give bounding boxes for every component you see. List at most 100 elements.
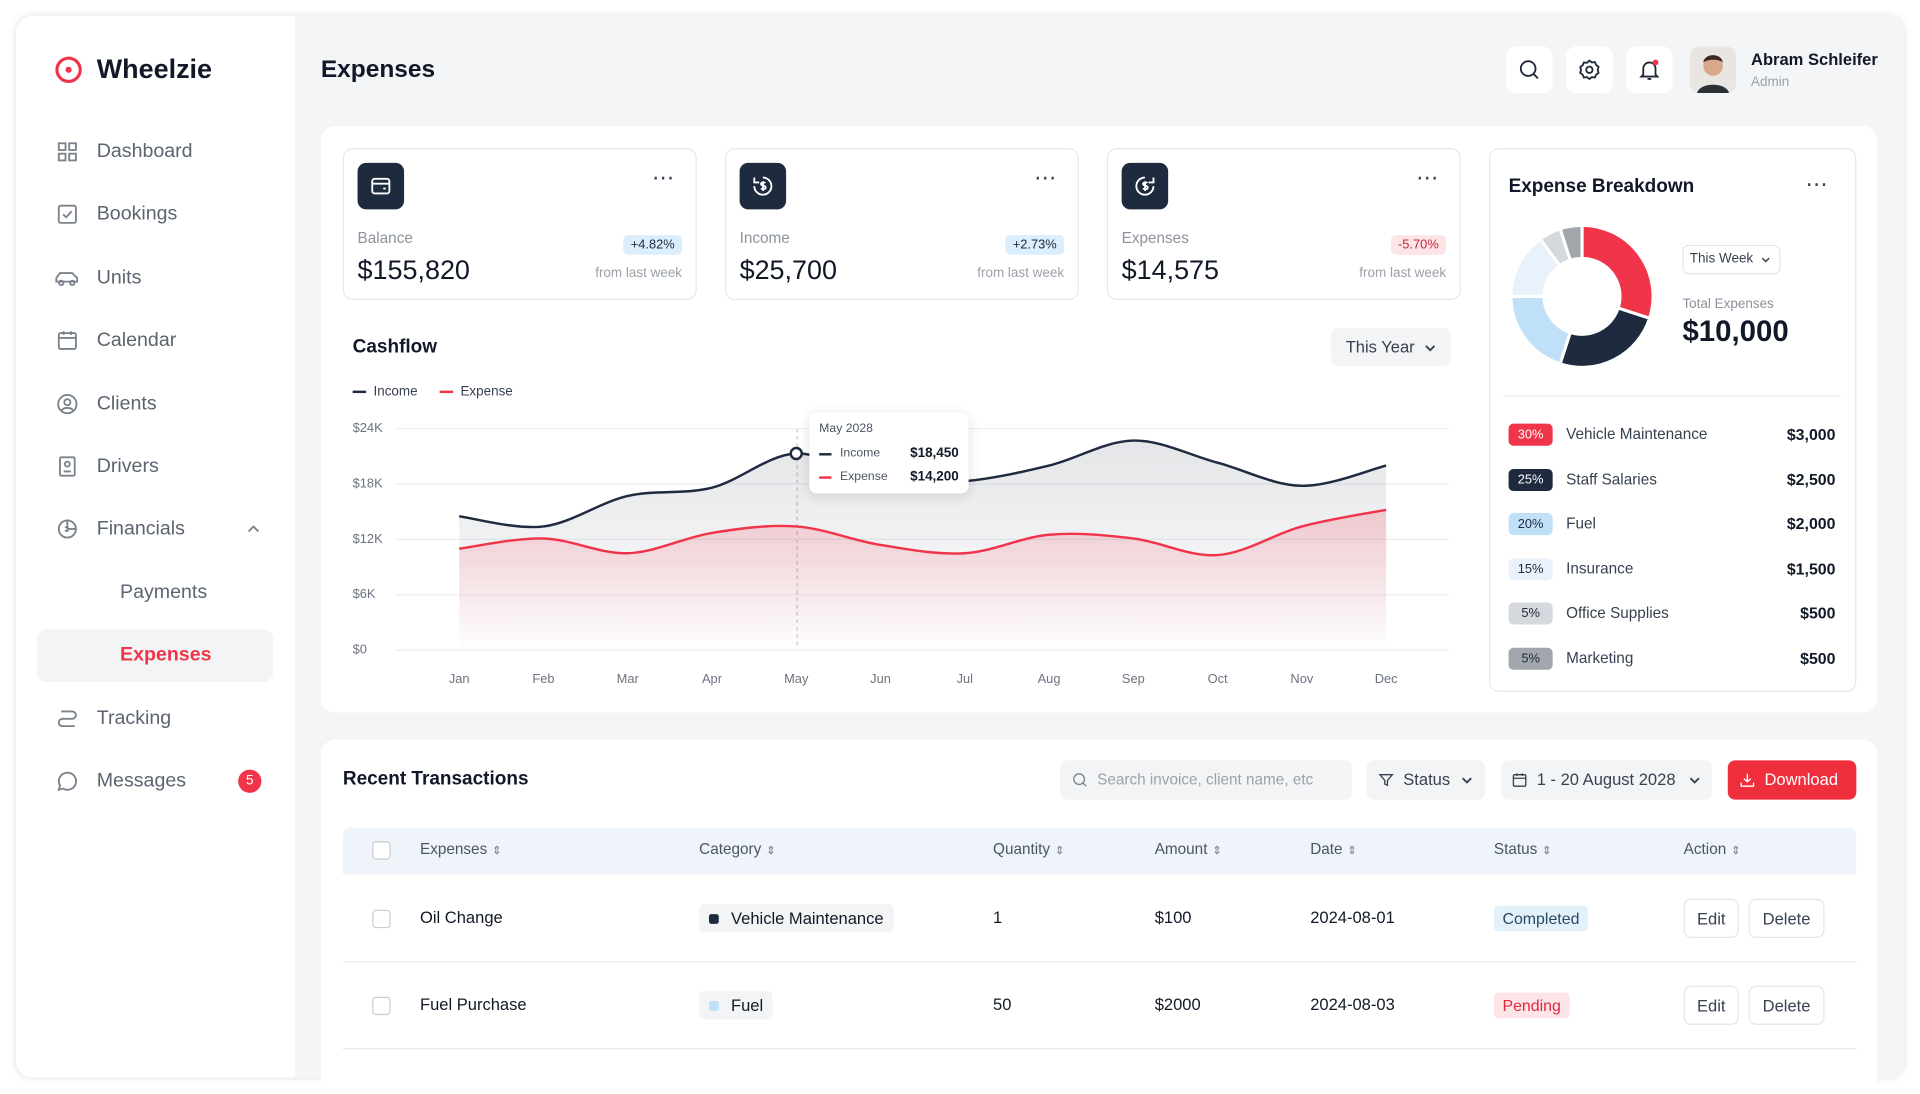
- nav-icon: [57, 710, 77, 728]
- stat-label: Income: [739, 229, 790, 247]
- breakdown-card: [1488, 148, 1857, 692]
- status-filter-label: Status: [1403, 770, 1451, 789]
- sort-icon: ⇕: [1054, 844, 1065, 857]
- stat-change: +4.82%: [623, 235, 683, 255]
- sort-icon: ⇕: [1212, 844, 1222, 857]
- stat-label: Balance: [357, 229, 413, 247]
- search-button[interactable]: [1506, 46, 1553, 94]
- settings-button[interactable]: [1566, 46, 1613, 94]
- nav-item[interactable]: Messages: [96, 770, 187, 792]
- breakdown-amount: $2,500: [1786, 469, 1836, 489]
- column-header[interactable]: Amount ⇕: [1154, 840, 1222, 858]
- avatar[interactable]: [1689, 46, 1737, 94]
- divider: [1503, 395, 1841, 397]
- delete-button[interactable]: Delete: [1748, 985, 1825, 1025]
- chevron: [1689, 777, 1700, 784]
- table-header: [342, 827, 1857, 875]
- more-menu[interactable]: ⋯: [652, 165, 676, 191]
- breakdown-badge: 5%: [1508, 647, 1553, 670]
- sort-icon: ⇕: [1347, 844, 1357, 857]
- brand-logo: [55, 56, 82, 84]
- period-filter[interactable]: [1331, 328, 1452, 367]
- column-header[interactable]: Date ⇕: [1310, 840, 1357, 858]
- column-header[interactable]: Category ⇕: [699, 840, 776, 858]
- breakdown-name: Insurance: [1566, 559, 1634, 577]
- column-header[interactable]: Expenses ⇕: [420, 840, 502, 858]
- brand-name: Wheelzie: [96, 53, 213, 85]
- settings-icon: [1579, 59, 1600, 81]
- breakdown-badge: 25%: [1508, 468, 1553, 491]
- stat-icon: [1121, 162, 1169, 210]
- tooltip-value: $14,200: [910, 469, 959, 485]
- nav-icon: [57, 771, 77, 792]
- stat-change: -5.70%: [1390, 235, 1447, 255]
- stat-note: from last week: [977, 266, 1065, 281]
- nav-item[interactable]: Financials: [96, 518, 185, 540]
- checkbox[interactable]: [372, 909, 391, 928]
- nav-icon: [57, 519, 77, 539]
- subnav-item[interactable]: Payments: [120, 582, 208, 603]
- column-header[interactable]: Quantity ⇕: [993, 840, 1065, 858]
- delete-button[interactable]: Delete: [1748, 898, 1825, 938]
- nav-icon: [55, 272, 79, 286]
- cell: 50: [993, 995, 1012, 1014]
- checkbox[interactable]: [372, 996, 391, 1015]
- more-menu[interactable]: ⋯: [1034, 165, 1058, 191]
- column-header[interactable]: Action ⇕: [1683, 840, 1741, 858]
- category-swatch: [708, 914, 719, 924]
- breakdown-name: Vehicle Maintenance: [1566, 425, 1708, 443]
- total-value: $10,000: [1682, 315, 1789, 349]
- search-icon: [1519, 60, 1539, 80]
- tooltip-swatch: [819, 453, 832, 456]
- edit-button[interactable]: Edit: [1683, 898, 1739, 938]
- collapse-chevron[interactable]: [246, 522, 261, 537]
- checkbox[interactable]: [372, 841, 391, 860]
- breakdown-badge: 20%: [1508, 513, 1553, 536]
- nav-item[interactable]: Clients: [96, 393, 157, 415]
- subnav-item-active[interactable]: Expenses: [120, 644, 212, 666]
- nav-item[interactable]: Tracking: [96, 708, 172, 730]
- sort-icon: ⇕: [1731, 844, 1741, 857]
- stat-change: +2.73%: [1005, 235, 1065, 255]
- nav-item[interactable]: Dashboard: [96, 141, 193, 163]
- tooltip: [809, 412, 969, 494]
- row-divider: [342, 1048, 1857, 1050]
- total-label: Total Expenses: [1682, 296, 1774, 312]
- nav-item[interactable]: Units: [96, 267, 142, 289]
- breakdown-amount: $500: [1800, 603, 1836, 623]
- edit-button[interactable]: Edit: [1683, 985, 1739, 1025]
- column-header[interactable]: Status ⇕: [1493, 840, 1552, 858]
- chevron: [1462, 777, 1472, 784]
- tooltip-name: Income: [840, 446, 881, 461]
- expense-name: Oil Change: [420, 908, 503, 927]
- nav-icon: [59, 456, 76, 477]
- sort-icon: ⇕: [492, 844, 502, 857]
- sort-icon: ⇕: [766, 844, 776, 857]
- cell: $100: [1154, 908, 1192, 927]
- notifications-button[interactable]: [1626, 46, 1673, 94]
- search-input[interactable]: [1060, 760, 1352, 800]
- page-title: Expenses: [320, 56, 436, 84]
- tooltip-value: $18,450: [910, 446, 959, 461]
- date-filter[interactable]: [1501, 760, 1712, 800]
- messages-badge: 5: [238, 769, 262, 793]
- search-icon: [1073, 773, 1087, 787]
- tooltip-swatch: [819, 476, 832, 479]
- nav-item[interactable]: Drivers: [96, 456, 159, 477]
- more-menu[interactable]: ⋯: [1416, 165, 1440, 191]
- download-icon: [1740, 773, 1755, 787]
- breakdown-name: Staff Salaries: [1566, 470, 1657, 488]
- nav-item[interactable]: Bookings: [96, 203, 178, 225]
- section-title: Recent Transactions: [342, 768, 529, 790]
- breakdown-amount: $2,000: [1786, 514, 1836, 533]
- cell: 1: [993, 908, 1003, 927]
- nav-icon: [57, 331, 77, 350]
- cell: $2000: [1154, 995, 1201, 1014]
- breakdown-badge: 5%: [1508, 602, 1553, 625]
- stat-note: from last week: [595, 266, 683, 281]
- nav-item[interactable]: Calendar: [96, 329, 177, 351]
- more-menu[interactable]: ⋯: [1805, 171, 1829, 197]
- week-filter[interactable]: [1682, 244, 1781, 275]
